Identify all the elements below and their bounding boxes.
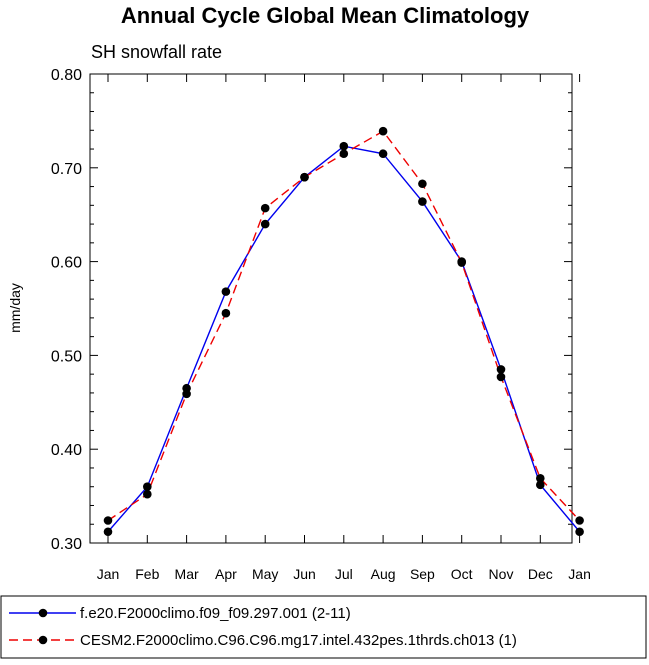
y-tick-label: 0.50: [51, 348, 82, 365]
data-point-series-2: [143, 489, 152, 499]
data-point-series-1: [575, 527, 584, 537]
legend-box: [0, 595, 647, 659]
data-point-series-2: [536, 473, 545, 483]
data-point-series-2: [300, 172, 309, 182]
data-point-series-2: [260, 203, 270, 213]
x-tick-label: Apr: [215, 566, 237, 582]
x-tick-label: Nov: [489, 566, 514, 582]
data-point-series-1: [221, 287, 231, 296]
data-point-series-1: [103, 527, 113, 537]
data-point-series-2: [457, 258, 467, 267]
legend-marker-2: [38, 635, 48, 645]
y-tick-label: 0.40: [51, 442, 82, 459]
series-layer: [103, 126, 584, 537]
legend: f.e20.F2000climo.f09_f09.297.001 (2-11) C…: [0, 595, 647, 659]
data-point-series-1: [536, 480, 545, 490]
data-point-series-1: [378, 149, 388, 159]
series-line-2: [107, 130, 581, 522]
x-tick-label: Jul: [335, 566, 353, 582]
data-point-series-1: [418, 197, 427, 206]
y-tick-label: 0.80: [51, 67, 82, 84]
data-point-series-2: [496, 372, 506, 382]
x-tick-label: Jan: [97, 566, 120, 582]
data-point-series-2: [339, 149, 349, 159]
data-point-series-2: [182, 389, 191, 399]
x-tick-label: May: [252, 566, 278, 582]
data-point-series-2: [103, 516, 113, 525]
legend-marker-1: [38, 608, 48, 618]
chart-subtitle: SH snowfall rate: [91, 42, 222, 62]
y-tick-label: 0.30: [51, 536, 82, 553]
x-tick-label: Feb: [135, 566, 159, 582]
data-point-series-1: [143, 482, 152, 492]
y-tick-labels: 0.30 0.40 0.50 0.60 0.70 0.80: [51, 67, 82, 553]
data-point-series-1: [260, 219, 270, 229]
y-axis-label: mm/day: [7, 283, 23, 333]
x-tick-label: Jan: [568, 566, 591, 582]
data-point-series-1: [339, 141, 349, 151]
data-point-series-2: [221, 308, 231, 318]
legend-label-2: CESM2.F2000climo.C96.C96.mg17.intel.432p…: [80, 632, 517, 649]
x-tick-label: Sep: [410, 566, 435, 582]
axis-ticks: [90, 73, 581, 544]
x-tick-label: Jun: [293, 566, 316, 582]
chart-title: Annual Cycle Global Mean Climatology: [121, 3, 530, 28]
y-tick-label: 0.70: [51, 161, 82, 178]
series-line-1: [107, 145, 581, 533]
x-tick-label: Oct: [451, 566, 473, 582]
x-tick-label: Mar: [175, 566, 199, 582]
x-tick-label: Dec: [528, 566, 553, 582]
data-point-series-2: [418, 179, 427, 189]
x-tick-labels: Jan Feb Mar Apr May Jun Jul Aug Sep Oct Nov Dec Jan: [97, 566, 591, 582]
legend-entries: f.e20.F2000climo.f09_f09.297.001 (2-11) C…: [9, 605, 517, 649]
data-point-series-1: [496, 365, 506, 374]
data-point-series-2: [378, 126, 388, 136]
plot-frame: [89, 73, 573, 544]
data-point-series-2: [575, 516, 584, 525]
y-tick-label: 0.60: [51, 255, 82, 272]
x-tick-label: Aug: [371, 566, 396, 582]
legend-label-1: f.e20.F2000climo.f09_f09.297.001 (2-11): [80, 605, 351, 622]
